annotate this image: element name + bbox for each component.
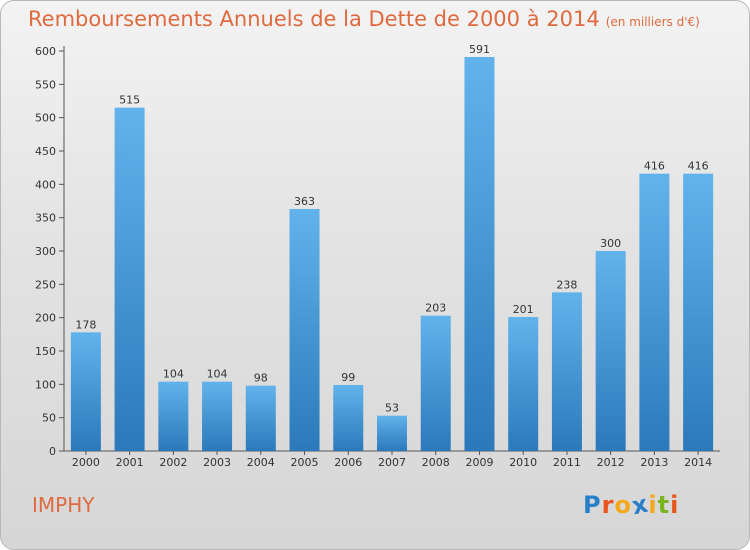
x-tick-label: 2009 <box>465 456 493 469</box>
y-tick-label: 200 <box>35 312 56 325</box>
y-tick-label: 50 <box>42 412 56 425</box>
bar <box>333 385 364 451</box>
logo-letter: r <box>601 491 615 519</box>
logo-letter: t <box>657 491 671 519</box>
bar <box>683 173 714 451</box>
x-tick-label: 2010 <box>509 456 537 469</box>
bar <box>464 57 495 451</box>
bar <box>595 251 626 451</box>
bar-value-label: 238 <box>556 278 577 291</box>
logo-letter: P <box>583 491 602 519</box>
y-tick-label: 450 <box>35 145 56 158</box>
bar-value-label: 416 <box>688 160 709 173</box>
logo-letter: i <box>648 491 658 519</box>
bar-value-label: 178 <box>75 318 96 331</box>
bar-value-label: 201 <box>513 303 534 316</box>
bar <box>639 173 670 451</box>
bar <box>245 385 276 451</box>
x-tick-label: 2004 <box>247 456 275 469</box>
bar <box>420 315 451 451</box>
x-tick-label: 2008 <box>422 456 450 469</box>
y-tick-label: 150 <box>35 345 56 358</box>
x-tick-label: 2001 <box>116 456 144 469</box>
y-tick-label: 0 <box>49 445 56 458</box>
y-tick-label: 350 <box>35 212 56 225</box>
chart-title-text: Remboursements Annuels de la Dette de 20… <box>28 7 600 31</box>
bar-value-label: 591 <box>469 43 490 56</box>
chart-subtitle: (en milliers d'€) <box>605 15 700 29</box>
bar-value-label: 363 <box>294 195 315 208</box>
x-tick-label: 2002 <box>159 456 187 469</box>
x-tick-label: 2012 <box>597 456 625 469</box>
y-tick-label: 600 <box>35 45 56 58</box>
bar-value-label: 416 <box>644 160 665 173</box>
bar-value-label: 203 <box>425 302 446 315</box>
bar <box>202 381 233 451</box>
x-tick-label: 2006 <box>334 456 362 469</box>
chart-title: Remboursements Annuels de la Dette de 20… <box>28 7 700 31</box>
bar <box>158 381 189 451</box>
x-tick-label: 2011 <box>553 456 581 469</box>
bar-value-label: 53 <box>385 402 399 415</box>
y-tick-label: 300 <box>35 245 56 258</box>
bar-value-label: 300 <box>600 237 621 250</box>
x-tick-label: 2005 <box>291 456 319 469</box>
x-tick-label: 2000 <box>72 456 100 469</box>
logo-letter: i <box>670 491 680 519</box>
bar <box>551 292 582 451</box>
y-tick-label: 100 <box>35 378 56 391</box>
proxiti-logo: Proxiti <box>583 490 680 521</box>
bar-value-label: 104 <box>163 368 184 381</box>
bar <box>289 209 320 451</box>
commune-name: IMPHY <box>32 493 95 517</box>
y-tick-label: 500 <box>35 112 56 125</box>
logo-letter: o <box>614 491 632 519</box>
bar <box>508 317 539 451</box>
bar-value-label: 98 <box>254 372 268 385</box>
bar <box>114 107 145 452</box>
y-tick-label: 550 <box>35 78 56 91</box>
bar-value-label: 99 <box>341 371 355 384</box>
x-tick-label: 2013 <box>640 456 668 469</box>
bar-value-label: 104 <box>207 368 228 381</box>
x-tick-label: 2003 <box>203 456 231 469</box>
x-tick-label: 2014 <box>684 456 712 469</box>
x-tick-label: 2007 <box>378 456 406 469</box>
y-tick-label: 400 <box>35 178 56 191</box>
bar <box>377 415 407 451</box>
bar <box>70 332 101 451</box>
bar-value-label: 515 <box>119 94 140 107</box>
y-tick-label: 250 <box>35 278 56 291</box>
